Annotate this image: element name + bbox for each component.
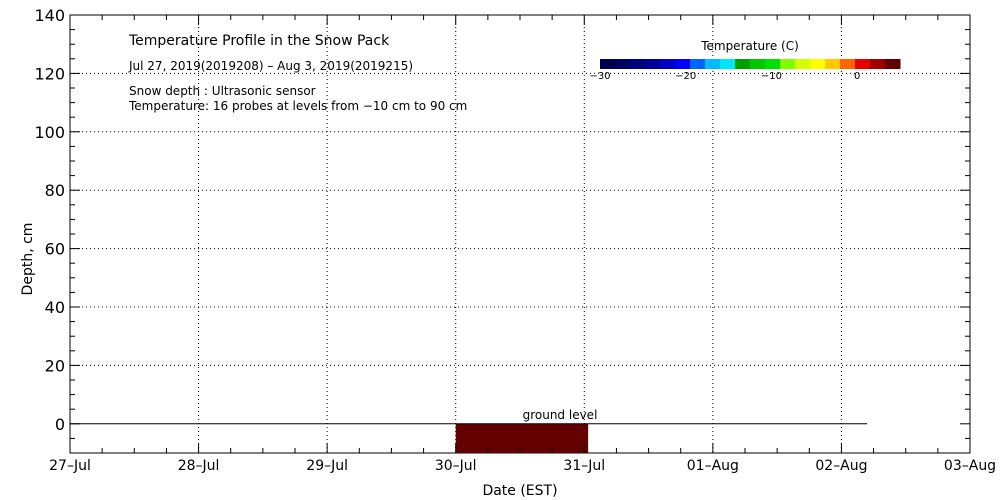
plot-frame xyxy=(69,14,971,454)
x-axis: 27–Jul 28–Jul 29–Jul 30–Jul 31–Jul 01–Aug 02–A… xyxy=(49,15,996,474)
colorbar-swatch xyxy=(825,59,841,69)
colorbar-swatch xyxy=(600,59,616,69)
chart-subtitle: Jul 27, 2019(2019208) – Aug 3, 2019(2019… xyxy=(128,59,413,73)
note-snow-depth: Snow depth : Ultrasonic sensor xyxy=(129,84,316,98)
y-axis-label: Depth, cm xyxy=(20,223,36,296)
y-tick-label: 0 xyxy=(55,415,65,434)
x-tick-label: 30–Jul xyxy=(435,458,477,474)
y-tick-label: 60 xyxy=(45,240,65,259)
colorbar-title: Temperature (C) xyxy=(700,39,799,53)
colorbar-swatch xyxy=(750,59,766,69)
colorbar-swatch xyxy=(660,59,676,69)
x-tick-label: 01–Aug xyxy=(687,458,739,474)
x-tick-label: 31–Jul xyxy=(563,458,605,474)
colorbar-swatch xyxy=(645,59,661,69)
colorbar-swatch xyxy=(705,59,721,69)
colorbar-tick-label: −20 xyxy=(675,71,696,82)
chart-title: Temperature Profile in the Snow Pack xyxy=(128,33,390,49)
x-tick-label: 28–Jul xyxy=(178,458,220,474)
colorbar-swatch xyxy=(870,59,886,69)
colorbar-swatch xyxy=(690,59,706,69)
colorbar-swatch xyxy=(720,59,736,69)
x-axis-label: Date (EST) xyxy=(482,483,557,499)
x-tick-label: 27–Jul xyxy=(49,458,91,474)
colorbar-swatch xyxy=(780,59,796,69)
colorbar-swatches xyxy=(600,59,901,69)
colorbar-swatch xyxy=(840,59,856,69)
y-tick-label: 80 xyxy=(45,181,65,200)
colorbar-tick-label: −30 xyxy=(589,71,610,82)
x-tick-label: 02–Aug xyxy=(815,458,867,474)
colorbar: Temperature (C) −30 −20 −10 0 xyxy=(589,39,901,82)
ground-level-label: ground level xyxy=(523,408,598,422)
colorbar-swatch xyxy=(795,59,811,69)
colorbar-swatch xyxy=(630,59,646,69)
temperature-cells xyxy=(455,423,589,453)
ground-level-group: ground level xyxy=(70,408,868,425)
x-tick-label: 29–Jul xyxy=(306,458,348,474)
colorbar-swatch xyxy=(675,59,691,69)
y-axis: 0 20 40 60 80 100 120 140 xyxy=(34,6,970,454)
temperature-cell xyxy=(455,423,589,453)
y-tick-label: 120 xyxy=(34,64,65,83)
plot-border xyxy=(69,14,971,454)
y-tick-label: 100 xyxy=(34,123,65,142)
colorbar-swatch xyxy=(810,59,826,69)
colorbar-swatch xyxy=(765,59,781,69)
y-tick-label: 40 xyxy=(45,298,65,317)
colorbar-ticks: −30 −20 −10 0 xyxy=(589,71,860,82)
colorbar-swatch xyxy=(735,59,751,69)
colorbar-tick-label: 0 xyxy=(854,71,860,82)
colorbar-tick-label: −10 xyxy=(761,71,782,82)
x-tick-label: 03–Aug xyxy=(944,458,996,474)
colorbar-swatch xyxy=(885,59,901,69)
note-temperature: Temperature: 16 probes at levels from −1… xyxy=(128,99,467,113)
colorbar-swatch xyxy=(855,59,871,69)
y-tick-label: 140 xyxy=(34,6,65,25)
colorbar-swatch xyxy=(615,59,631,69)
y-tick-label: 20 xyxy=(45,356,65,375)
grid-lines xyxy=(70,15,970,453)
